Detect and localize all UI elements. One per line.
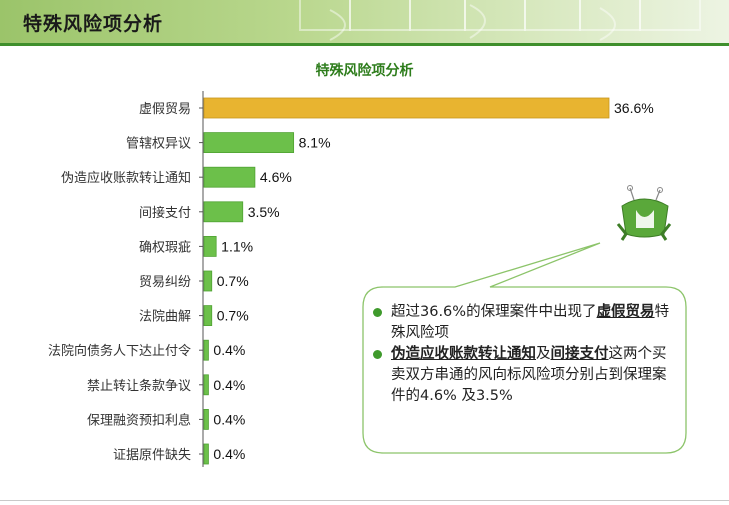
header-bar: 特殊风险项分析: [0, 0, 729, 43]
category-label: 禁止转让条款争议: [87, 378, 191, 394]
category-label: 管辖权异议: [126, 136, 191, 152]
value-label: 3.5%: [248, 204, 280, 220]
callout-text: 特殊风险项: [391, 304, 670, 341]
callout-text: 及: [536, 346, 551, 362]
header-grid-decoration: [299, 0, 701, 41]
value-label: 0.7%: [217, 308, 249, 324]
bar: [203, 408, 209, 430]
value-label: 0.4%: [213, 342, 245, 358]
bar: [203, 97, 610, 119]
category-label: 法院曲解: [139, 310, 191, 325]
callout-highlight: 伪造应收账款转让通知: [391, 346, 536, 362]
value-label: 0.4%: [213, 446, 245, 462]
category-label: 间接支付: [139, 205, 191, 221]
bullet-dot-icon: [373, 308, 382, 317]
value-label: 8.1%: [299, 135, 331, 151]
category-label: 虚假贸易: [139, 102, 191, 117]
bar: [203, 132, 295, 154]
category-label: 法院向债务人下达止付令: [48, 343, 191, 359]
callout-text: 超过36.6%的保理案件中出现了: [391, 304, 597, 320]
callout-box: 超过36.6%的保理案件中出现了虚假贸易特殊风险项 伪造应收账款转让通知及间接支…: [363, 287, 686, 453]
value-label: 4.6%: [260, 169, 292, 185]
category-label: 伪造应收账款转让通知: [61, 170, 191, 186]
callout-text: 这两个买卖双方串通的风向标风险项分别占到保理案件的4.6% 及3.5%: [391, 346, 667, 404]
bar: [203, 166, 256, 188]
bar: [203, 201, 244, 223]
callout-bullet-2: 伪造应收账款转让通知及间接支付这两个买卖双方串通的风向标风险项分别占到保理案件的…: [371, 344, 677, 407]
callout-bullet-1: 超过36.6%的保理案件中出现了虚假贸易特殊风险项: [371, 302, 677, 344]
value-label: 0.4%: [213, 377, 245, 393]
callout-highlight: 虚假贸易: [596, 304, 655, 320]
category-label: 确权瑕疵: [139, 239, 191, 255]
bar: [203, 305, 213, 327]
page-title: 特殊风险项分析: [23, 13, 164, 35]
value-label: 1.1%: [221, 238, 253, 254]
value-label: 36.6%: [614, 100, 654, 116]
category-label: 证据原件缺失: [113, 448, 191, 463]
category-label: 保理融资预扣利息: [87, 412, 191, 428]
bar: [203, 443, 209, 465]
header-divider: [0, 43, 729, 46]
bar: [203, 339, 209, 361]
value-label: 0.4%: [213, 411, 245, 427]
bar: [203, 235, 217, 257]
chart-title: 特殊风险项分析: [315, 63, 414, 79]
bullet-dot-icon: [373, 350, 382, 359]
value-label: 0.7%: [217, 273, 249, 289]
footer-divider: [0, 500, 729, 501]
bar: [203, 270, 213, 292]
callout-highlight: 间接支付: [550, 346, 609, 362]
green-mascot-icon: [616, 185, 672, 241]
bar: [203, 374, 209, 396]
category-label: 贸易纠纷: [139, 275, 191, 290]
